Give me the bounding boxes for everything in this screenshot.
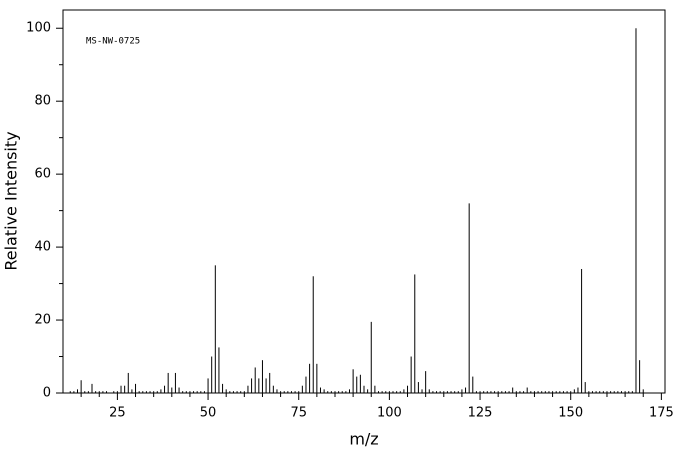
x-tick-label: 75	[290, 406, 307, 421]
x-tick-label: 175	[649, 406, 674, 421]
x-tick-label: 125	[468, 406, 493, 421]
x-tick-label: 150	[558, 406, 583, 421]
x-tick-label: 100	[377, 406, 402, 421]
x-tick-label: 50	[200, 406, 217, 421]
y-tick-label: 100	[26, 21, 51, 36]
annotation: MS-NW-0725	[86, 37, 140, 47]
x-tick-label: 25	[109, 406, 126, 421]
y-axis-label: Relative Intensity	[2, 131, 21, 270]
y-tick-label: 80	[34, 94, 51, 109]
y-tick-label: 20	[34, 313, 51, 328]
x-axis-label: m/z	[349, 430, 378, 449]
y-tick-label: 60	[34, 167, 51, 182]
plot-frame	[62, 9, 666, 394]
y-tick-label: 0	[43, 386, 51, 401]
y-tick-label: 40	[34, 240, 51, 255]
